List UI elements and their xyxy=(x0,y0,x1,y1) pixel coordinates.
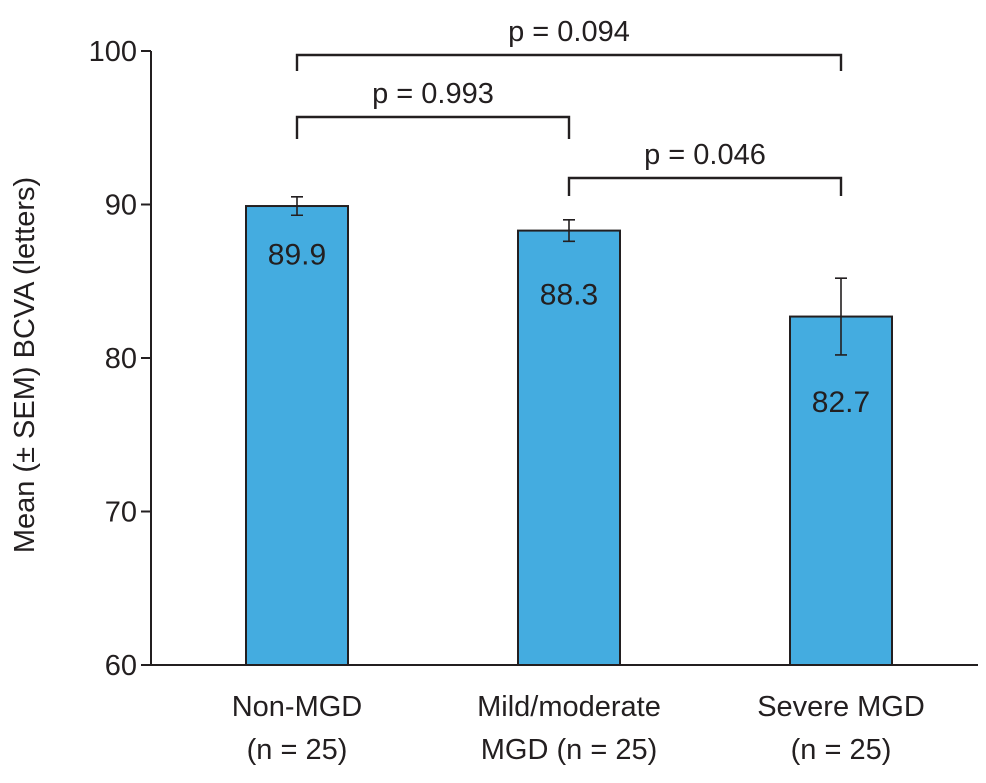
y-tick-label-60: 60 xyxy=(105,650,137,682)
category-label-1-line1: Non-MGD xyxy=(232,691,363,723)
category-label-2-line2: MGD (n = 25) xyxy=(481,734,657,766)
y-tick-label-70: 70 xyxy=(105,497,137,529)
category-label-1-line2: (n = 25) xyxy=(247,734,348,766)
significance-bracket-3 xyxy=(567,176,843,196)
bar-1 xyxy=(245,205,349,666)
category-label-3-line2: (n = 25) xyxy=(791,734,892,766)
value-label-3: 82.7 xyxy=(812,386,870,419)
error-bar-3 xyxy=(835,277,847,356)
category-label-3-line1: Severe MGD xyxy=(757,691,925,723)
p-value-label-2: p = 0.993 xyxy=(372,78,494,110)
plot-area: 60 70 80 90 100 Non-MGD (n = 25) Mild/moderate M… xyxy=(89,16,978,766)
y-tick-label-80: 80 xyxy=(105,343,137,375)
significance-bracket-1 xyxy=(295,53,843,71)
category-label-2-line1: Mild/moderate xyxy=(477,691,661,723)
value-label-2: 88.3 xyxy=(540,279,598,312)
error-bar-2 xyxy=(563,219,575,243)
y-tick-label-100: 100 xyxy=(89,36,137,68)
bar-3 xyxy=(789,315,893,666)
y-tick-label-90: 90 xyxy=(105,190,137,222)
p-value-label-1: p = 0.094 xyxy=(508,16,630,48)
p-value-label-3: p = 0.046 xyxy=(644,139,766,171)
value-label-1: 89.9 xyxy=(268,239,326,272)
significance-bracket-2 xyxy=(295,115,571,139)
y-axis-label: Mean (± SEM) BCVA (letters) xyxy=(9,177,41,553)
error-bar-1 xyxy=(291,196,303,217)
bar-2 xyxy=(517,229,621,666)
